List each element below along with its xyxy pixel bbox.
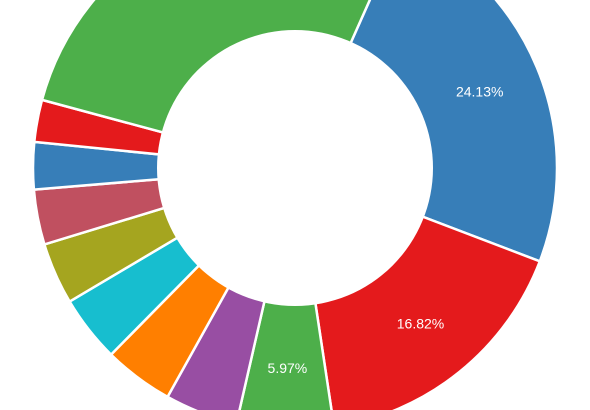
- labels-group: 24.13% 16.82% 5.97%: [268, 83, 504, 376]
- slice-label-1: 16.82%: [397, 316, 444, 332]
- donut-hole: [157, 30, 433, 306]
- slice-label-2: 5.97%: [268, 360, 308, 376]
- slice-label-0: 24.13%: [456, 83, 503, 99]
